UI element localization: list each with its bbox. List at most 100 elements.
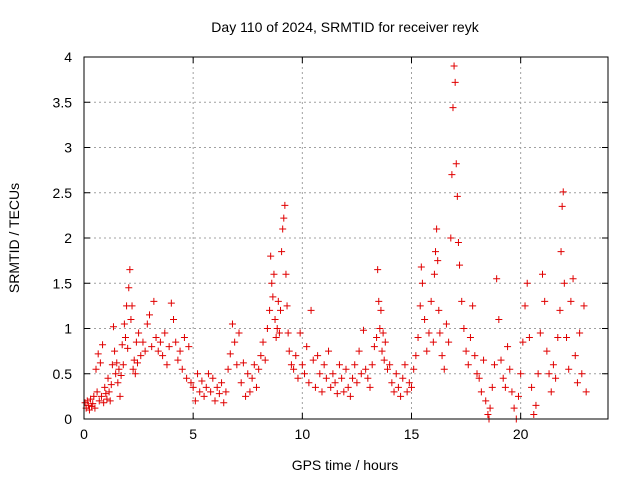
data-point (460, 325, 468, 332)
data-point (327, 383, 335, 391)
data-point (161, 329, 169, 337)
data-point (183, 374, 191, 382)
data-point (250, 361, 258, 369)
data-point (565, 365, 573, 373)
data-point (127, 315, 135, 323)
data-point (180, 334, 188, 342)
data-point (370, 343, 378, 351)
data-point (176, 347, 184, 355)
data-point (466, 334, 474, 342)
data-point (215, 390, 223, 398)
data-point (374, 266, 382, 274)
data-point (101, 383, 109, 391)
data-point (495, 315, 503, 323)
data-point (394, 383, 402, 391)
data-point (556, 306, 564, 314)
data-point (379, 329, 387, 337)
data-point (90, 392, 98, 400)
data-point (451, 78, 459, 86)
data-point (432, 248, 440, 256)
data-point (532, 401, 540, 409)
data-point (112, 370, 120, 378)
data-point (277, 306, 284, 314)
data-point (368, 361, 376, 369)
data-point (131, 370, 139, 378)
data-point (303, 343, 311, 351)
x-tick-labels: 0 5 10 15 20 (80, 426, 529, 442)
data-point (307, 306, 315, 314)
data-point (274, 297, 282, 305)
data-point (480, 356, 488, 364)
data-point (198, 377, 206, 385)
data-point (344, 383, 352, 391)
data-point (484, 410, 492, 418)
data-point (399, 374, 407, 382)
data-point (137, 352, 145, 360)
data-point (340, 388, 348, 396)
data-series-srmtid (81, 62, 590, 423)
data-point (273, 325, 281, 332)
x-tick-label: 15 (404, 426, 420, 442)
y-tick-label: 2.5 (53, 185, 73, 201)
data-point (154, 347, 162, 355)
data-point (346, 392, 354, 400)
data-point (257, 352, 265, 360)
data-point (278, 248, 286, 256)
y-axis-label: SRMTID / TECUs (6, 183, 22, 293)
y-tick-label: 2 (64, 230, 72, 246)
data-point (383, 365, 391, 373)
data-point (427, 297, 435, 305)
data-point (349, 374, 357, 382)
data-point (275, 329, 283, 337)
data-point (106, 397, 114, 405)
data-point (252, 383, 260, 391)
data-point (397, 392, 405, 400)
data-point (449, 104, 457, 112)
data-point (414, 334, 422, 342)
data-point (560, 279, 568, 287)
y-tick-label: 3.5 (53, 94, 73, 110)
data-point (440, 365, 448, 373)
data-point (488, 383, 496, 391)
data-point (373, 334, 381, 342)
data-point (102, 390, 110, 398)
data-point (124, 344, 132, 352)
data-point (430, 270, 438, 278)
data-point (143, 320, 151, 328)
data-point (132, 338, 140, 346)
data-point (410, 365, 418, 373)
data-point (220, 399, 228, 407)
data-point (504, 343, 512, 351)
data-point (133, 359, 141, 367)
data-point (541, 297, 549, 305)
data-point (447, 234, 455, 242)
data-point (475, 374, 483, 382)
data-point (357, 370, 365, 378)
data-point (429, 338, 437, 346)
data-point (571, 352, 579, 360)
data-point (141, 347, 149, 355)
data-point (530, 410, 538, 418)
data-point (244, 370, 252, 378)
data-point (456, 261, 464, 269)
data-point (121, 334, 129, 342)
data-point (139, 338, 147, 346)
data-point (464, 361, 472, 369)
data-point (159, 352, 167, 360)
data-point (514, 392, 522, 400)
data-point (235, 329, 243, 337)
data-point (471, 352, 479, 360)
data-point (284, 329, 292, 337)
data-point (163, 361, 171, 369)
data-point (390, 388, 398, 396)
data-point (425, 329, 433, 337)
data-point (150, 297, 158, 305)
data-point (185, 343, 193, 351)
data-point (418, 279, 426, 287)
data-point (231, 338, 239, 346)
data-point (152, 334, 160, 342)
data-point (563, 334, 571, 342)
data-point (554, 334, 562, 342)
data-point (298, 361, 306, 369)
data-point (115, 365, 123, 373)
